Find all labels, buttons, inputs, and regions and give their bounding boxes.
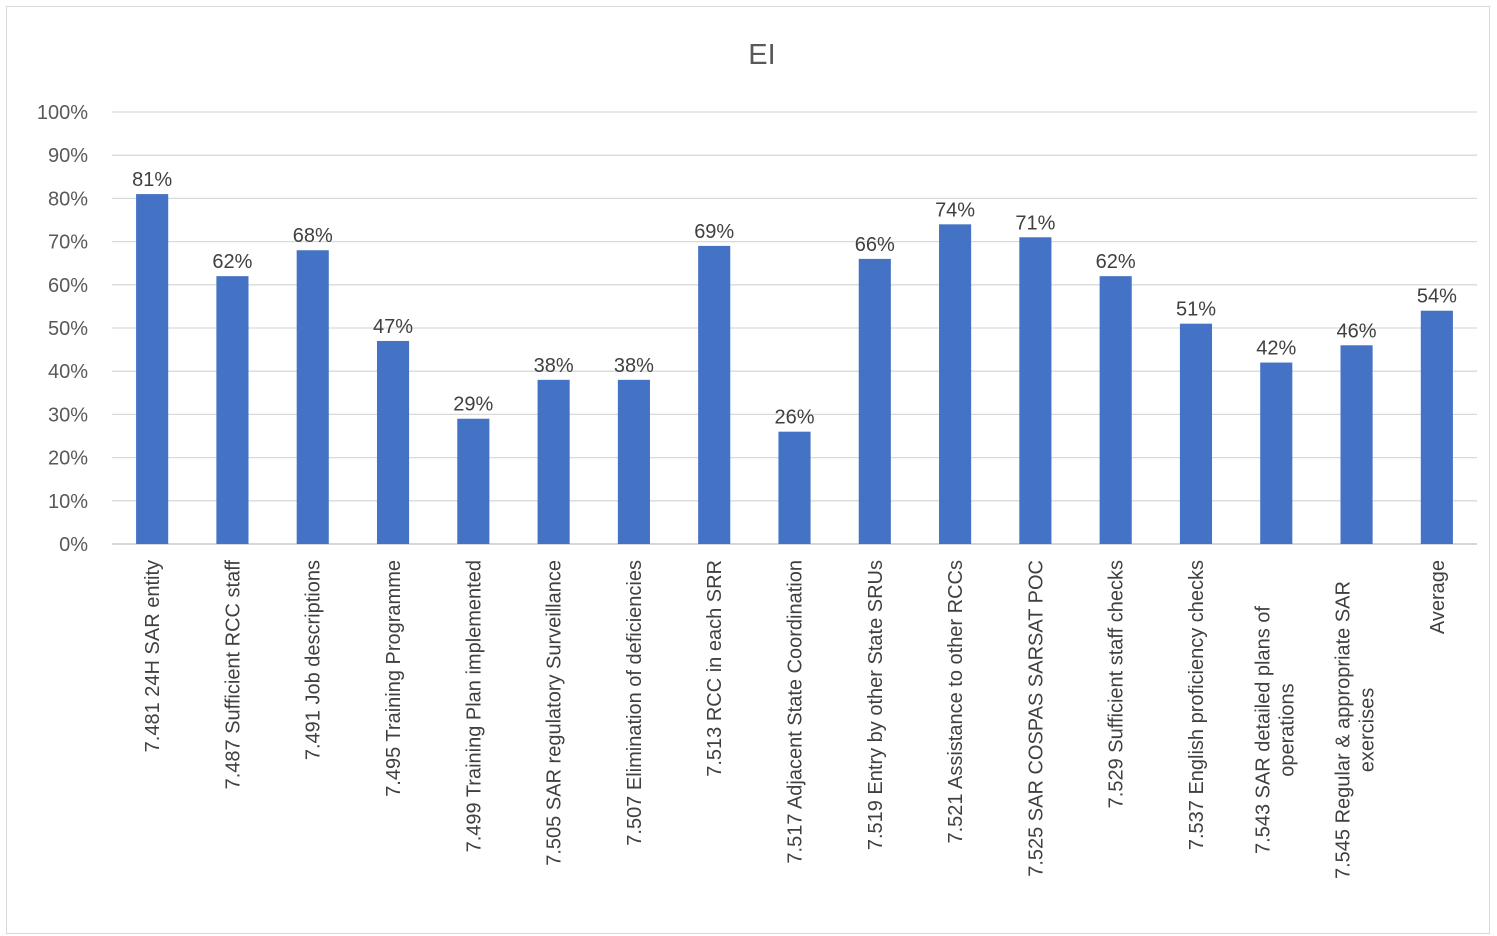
y-tick-label: 100%	[37, 102, 88, 124]
data-label: 62%	[1096, 251, 1136, 273]
y-tick-label: 0%	[59, 534, 88, 556]
y-tick-label: 10%	[48, 491, 88, 513]
x-category-label: Average	[1427, 560, 1449, 634]
bar	[1420, 310, 1453, 544]
bar	[698, 245, 731, 545]
bar	[778, 431, 811, 544]
x-category-label: 7.529 Sufficient staff checks	[1106, 560, 1128, 808]
x-category-label: 7.543 SAR detailed plans of operations	[1252, 606, 1298, 854]
y-tick-label: 90%	[48, 145, 88, 167]
bar	[858, 258, 891, 544]
x-category-label: 7.499 Training Plan implemented	[463, 560, 485, 852]
bar	[296, 250, 329, 545]
data-label: 26%	[774, 407, 814, 429]
bar	[1099, 276, 1132, 544]
y-axis-ticks: 0% 10% 20% 30% 40% 50% 60% 70% 80% 90% 100%	[37, 102, 88, 556]
y-tick-label: 80%	[48, 188, 88, 210]
bar	[939, 224, 972, 544]
x-category-label: 7.491 Job descriptions	[303, 560, 325, 760]
bar	[136, 194, 169, 544]
bar	[376, 340, 410, 544]
x-category-label: 7.481 24H SAR entity	[142, 560, 164, 752]
x-category-label: 7.525 SAR COSPAS SARSAT POC	[1025, 560, 1047, 877]
y-tick-label: 30%	[48, 404, 88, 426]
bar	[1340, 345, 1373, 544]
y-tick-label: 60%	[48, 275, 88, 297]
data-label: 69%	[694, 221, 734, 243]
data-label: 46%	[1337, 320, 1377, 342]
bar	[1179, 323, 1213, 544]
bar	[1260, 362, 1293, 544]
data-label: 29%	[453, 394, 493, 416]
bar	[457, 418, 490, 544]
bar	[537, 379, 570, 544]
data-label: 38%	[534, 355, 574, 377]
y-tick-label: 20%	[48, 448, 88, 470]
bar	[1019, 237, 1052, 544]
bars	[136, 194, 1453, 545]
x-category-label: 7.517 Adjacent State Coordination	[785, 560, 807, 864]
data-label: 38%	[614, 355, 654, 377]
x-category-label: 7.495 Training Programme	[383, 560, 405, 797]
data-label: 66%	[855, 234, 895, 256]
x-category-label: 7.513 RCC in each SRR	[704, 560, 726, 777]
data-label: 47%	[373, 316, 413, 338]
data-label: 51%	[1176, 299, 1216, 321]
x-category-label: 7.505 SAR regulatory Surveillance	[544, 560, 566, 866]
y-tick-label: 50%	[48, 318, 88, 340]
data-label: 68%	[293, 225, 333, 247]
data-label: 62%	[212, 251, 252, 273]
x-category-label: 7.537 English proficiency checks	[1186, 560, 1208, 850]
x-category-label: 7.487 Sufficient RCC staff	[222, 560, 244, 790]
x-category-label: 7.545 Regular & appropriate SAR exercises	[1333, 581, 1379, 879]
data-label: 71%	[1015, 212, 1055, 234]
bar	[617, 379, 650, 544]
data-label: 74%	[935, 199, 975, 221]
data-labels: 81% 62% 68% 47% 29% 38% 38% 69% 26% 66% 74% 71% 62% 5…	[132, 169, 1457, 429]
y-tick-label: 70%	[48, 232, 88, 254]
chart-title: EI	[748, 39, 775, 71]
x-category-label: 7.507 Elimination of deficiencies	[624, 560, 646, 846]
x-category-label: 7.519 Entry by other State SRUs	[865, 560, 887, 850]
data-label: 42%	[1256, 338, 1296, 360]
gridlines	[112, 111, 1477, 545]
data-label: 54%	[1417, 286, 1457, 308]
chart-area	[6, 6, 1490, 934]
data-label: 81%	[132, 169, 172, 191]
x-category-label: 7.521 Assistance to other RCCs	[945, 560, 967, 843]
y-tick-label: 40%	[48, 361, 88, 383]
bar	[216, 276, 249, 544]
x-axis-labels: 7.481 24H SAR entity 7.487 Sufficient RCC…	[142, 560, 1449, 879]
